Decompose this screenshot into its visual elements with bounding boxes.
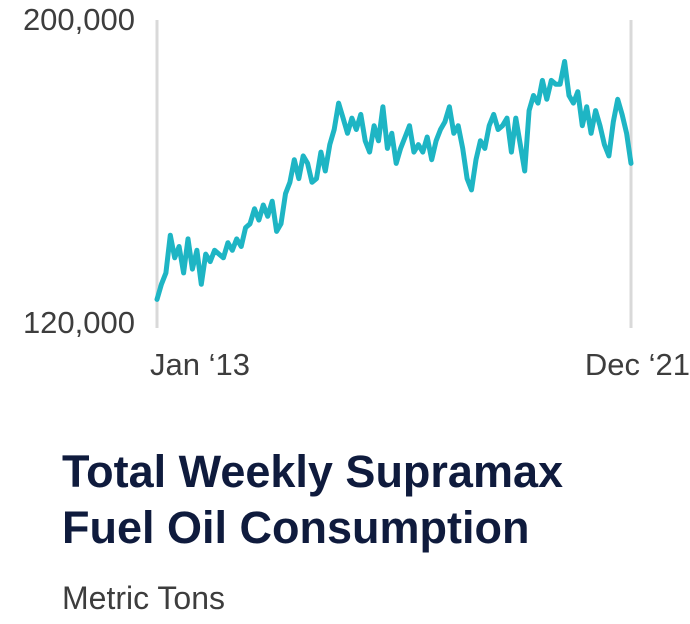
series-layer	[154, 59, 634, 302]
x-tick-label-end: Dec ‘21	[585, 347, 690, 382]
y-tick-label-min: 120,000	[23, 305, 135, 340]
chart: 200,000 120,000 Jan ‘13 Dec ‘21	[23, 2, 690, 382]
chart-title-line-2: Fuel Oil Consumption	[62, 502, 530, 553]
chart-title-line-1: Total Weekly Supramax	[62, 446, 564, 497]
chart-title: Total Weekly Supramax Fuel Oil Consumpti…	[62, 444, 682, 556]
chart-subtitle: Metric Tons	[62, 580, 226, 616]
y-tick-label-max: 200,000	[23, 2, 135, 37]
x-tick-label-start: Jan ‘13	[150, 347, 250, 382]
series-line-0	[154, 59, 634, 302]
